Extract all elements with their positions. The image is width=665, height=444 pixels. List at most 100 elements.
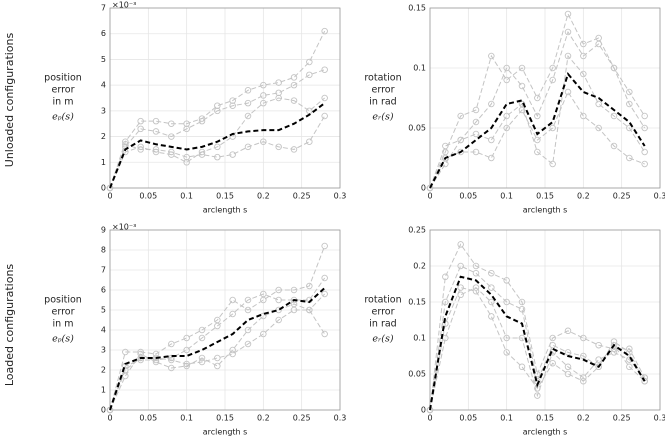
marker bbox=[641, 377, 648, 385]
marker bbox=[321, 242, 328, 250]
marker bbox=[610, 349, 618, 356]
marker bbox=[168, 133, 175, 140]
marker bbox=[580, 334, 587, 342]
marker bbox=[229, 346, 236, 354]
x-tick-label: 0.15 bbox=[216, 414, 234, 423]
marker bbox=[183, 346, 190, 354]
y-tick-label: 5 bbox=[101, 55, 106, 64]
marker bbox=[518, 363, 526, 371]
marker bbox=[137, 146, 144, 153]
marker bbox=[488, 136, 495, 144]
marker bbox=[306, 58, 313, 66]
marker bbox=[168, 356, 175, 364]
marker bbox=[595, 363, 602, 371]
marker bbox=[595, 100, 602, 108]
series bbox=[106, 112, 328, 192]
marker bbox=[260, 138, 267, 145]
marker bbox=[503, 277, 510, 284]
y-tick-label: 6 bbox=[101, 29, 106, 38]
marker bbox=[244, 99, 252, 107]
marker bbox=[580, 377, 587, 385]
marker bbox=[183, 159, 190, 166]
marker bbox=[122, 348, 129, 356]
marker bbox=[214, 362, 221, 370]
x-tick-label: 0.1 bbox=[180, 192, 193, 201]
marker bbox=[610, 142, 618, 150]
marker bbox=[426, 184, 434, 192]
series bbox=[426, 88, 648, 192]
axes-frame bbox=[429, 7, 661, 189]
x-tick-label: 0.05 bbox=[139, 192, 157, 201]
marker bbox=[472, 130, 480, 138]
x-axis-label: arclength s bbox=[523, 428, 568, 437]
marker bbox=[641, 124, 648, 132]
y-axis-label: in m bbox=[53, 319, 74, 330]
marker bbox=[183, 125, 190, 133]
marker bbox=[244, 340, 252, 348]
marker bbox=[229, 310, 236, 318]
marker bbox=[503, 112, 510, 120]
x-tick-label: 0 bbox=[107, 414, 112, 423]
marker bbox=[152, 128, 160, 135]
marker bbox=[229, 102, 236, 109]
marker bbox=[275, 296, 282, 304]
marker bbox=[214, 102, 221, 109]
marker bbox=[198, 115, 206, 122]
y-tick-label: 0.1 bbox=[413, 64, 426, 73]
marker bbox=[580, 374, 587, 381]
marker bbox=[580, 52, 587, 60]
marker bbox=[488, 298, 495, 306]
x-tick-label: 0 bbox=[107, 192, 112, 201]
marker bbox=[198, 148, 206, 156]
marker bbox=[244, 296, 252, 304]
y-tick-label: 4 bbox=[101, 81, 106, 90]
y-tick-label: 8 bbox=[101, 246, 106, 255]
marker bbox=[626, 124, 633, 132]
marker bbox=[457, 136, 464, 144]
marker bbox=[244, 87, 252, 94]
marker bbox=[321, 112, 328, 120]
marker bbox=[306, 282, 313, 290]
y-axis-label: error bbox=[52, 85, 75, 96]
marker bbox=[214, 107, 221, 115]
y-tick-label: 1 bbox=[101, 386, 106, 395]
series-line bbox=[429, 243, 646, 411]
x-tick-label: 0.1 bbox=[180, 414, 193, 423]
series-line bbox=[429, 12, 646, 189]
marker bbox=[214, 322, 221, 330]
marker bbox=[518, 106, 526, 114]
marker bbox=[183, 360, 190, 368]
marker bbox=[518, 305, 526, 313]
marker bbox=[321, 330, 328, 338]
marker bbox=[534, 370, 541, 378]
marker bbox=[457, 112, 464, 120]
x-tick-label: 0.1 bbox=[500, 414, 513, 423]
marker bbox=[549, 64, 556, 72]
marker bbox=[137, 350, 144, 358]
marker bbox=[564, 363, 572, 371]
marker bbox=[534, 392, 541, 399]
y-tick-label: 0.15 bbox=[408, 4, 426, 13]
y-tick-label: 6 bbox=[101, 286, 106, 295]
marker bbox=[275, 89, 282, 97]
marker bbox=[457, 241, 464, 248]
y-tick-label: 7 bbox=[101, 266, 106, 275]
x-tick-label: 0.15 bbox=[536, 192, 554, 201]
y-tick-label: 0.1 bbox=[413, 334, 426, 343]
marker bbox=[641, 148, 648, 156]
marker bbox=[564, 370, 572, 378]
y-tick-label: 0.2 bbox=[413, 262, 426, 271]
marker bbox=[488, 269, 495, 277]
y-axis-label: error bbox=[52, 307, 75, 318]
marker bbox=[198, 151, 206, 158]
series-line bbox=[109, 287, 326, 411]
marker bbox=[564, 327, 572, 335]
x-tick-label: 0.1 bbox=[500, 192, 513, 201]
series-line bbox=[109, 97, 325, 189]
marker bbox=[198, 326, 206, 334]
scale-label: ×10⁻³ bbox=[112, 223, 136, 232]
x-tick-label: 0.15 bbox=[216, 192, 234, 201]
row-label: Unloaded configurations bbox=[3, 32, 16, 167]
marker bbox=[534, 148, 541, 156]
marker bbox=[472, 106, 480, 114]
